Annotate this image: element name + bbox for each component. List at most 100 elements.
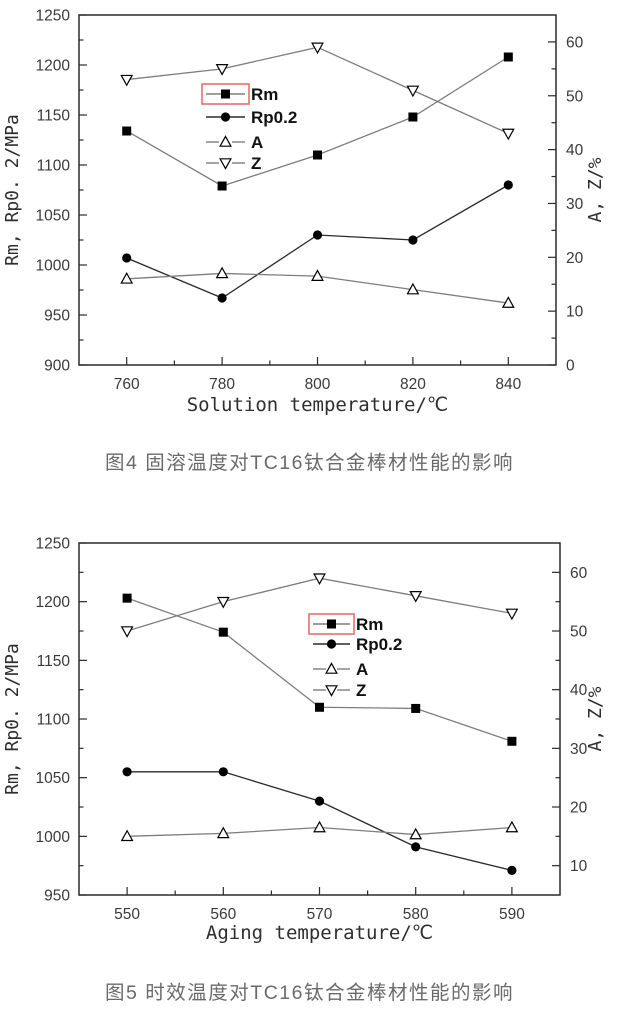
x-tick-label: 760 xyxy=(114,376,140,393)
y-left-tick-label: 950 xyxy=(44,888,70,905)
legend-label-a: A xyxy=(251,133,263,152)
marker-square xyxy=(315,702,324,712)
solution-temperature-chart: 760 780 800 820 8409009501000105011001150120… xyxy=(2,8,606,417)
marker-square xyxy=(411,703,421,713)
y-left-tick-label: 1000 xyxy=(36,829,71,846)
marker-triangle-down xyxy=(501,128,515,141)
marker-triangle-up xyxy=(215,266,229,279)
marker-triangle-up xyxy=(505,820,519,833)
marker-triangle-down xyxy=(215,64,229,76)
y-left-tick-label: 1100 xyxy=(37,712,71,729)
y-right-tick-label: 50 xyxy=(566,88,584,105)
marker-square xyxy=(313,150,322,160)
legend-label-z: Z xyxy=(356,681,366,700)
marker-triangle-down xyxy=(311,42,324,55)
y-left-tick-label: 950 xyxy=(44,308,70,325)
marker-triangle-up xyxy=(219,135,232,147)
series-line-z xyxy=(126,577,513,632)
marker-circle xyxy=(218,767,228,777)
y-right-axis-title: A, Z/% xyxy=(585,157,606,222)
x-axis-title: Solution temperature/℃ xyxy=(187,394,449,416)
marker-triangle-up xyxy=(325,662,338,674)
y-right-tick-label: 20 xyxy=(566,250,584,267)
x-tick-label: 820 xyxy=(400,376,426,393)
marker-circle xyxy=(312,230,323,240)
marker-square xyxy=(327,619,336,629)
marker-circle xyxy=(503,180,513,190)
marker-triangle-up xyxy=(311,269,324,281)
series-line-rm xyxy=(126,597,513,742)
y-left-tick-label: 1200 xyxy=(36,594,71,611)
marker-circle xyxy=(122,767,132,777)
series-line-z xyxy=(126,46,509,135)
marker-square xyxy=(507,736,517,746)
marker-triangle-down xyxy=(325,685,338,697)
marker-triangle-up xyxy=(120,272,134,284)
y-left-tick-label: 1250 xyxy=(36,8,71,25)
y-left-tick-label: 1150 xyxy=(37,108,71,125)
figure-5-caption: 图5 时效温度对TC16钛合金棒材性能的影响 xyxy=(105,982,514,1004)
plot-frame xyxy=(78,542,561,896)
marker-triangle-down xyxy=(216,596,230,609)
marker-square xyxy=(218,627,228,637)
marker-triangle-up xyxy=(313,820,326,833)
legend-label-rm: Rm xyxy=(251,85,278,104)
marker-square xyxy=(503,52,513,62)
series-line-rm xyxy=(126,56,509,187)
y-right-tick-label: 30 xyxy=(570,741,588,758)
marker-triangle-down xyxy=(219,158,232,170)
marker-triangle-down xyxy=(313,573,326,586)
legend-label-a: A xyxy=(356,660,368,679)
y-left-tick-label: 900 xyxy=(44,358,70,375)
x-tick-label: 800 xyxy=(305,376,331,393)
y-left-tick-label: 1150 xyxy=(37,653,71,670)
marker-square xyxy=(122,593,132,603)
aging-temperature-chart: 550 560 570 580 590 950 1000 1050 1100 1150 1200 12… xyxy=(2,536,606,945)
legend-label-rm: Rm xyxy=(356,615,383,634)
marker-triangle-up xyxy=(501,296,515,308)
x-tick-label: 580 xyxy=(403,906,429,923)
marker-square xyxy=(408,112,418,122)
y-left-tick-label: 1050 xyxy=(36,770,71,787)
marker-square xyxy=(221,89,230,99)
legend-highlight-box xyxy=(201,83,250,105)
marker-triangle-up xyxy=(120,829,134,842)
marker-triangle-up xyxy=(409,827,423,840)
y-right-tick-label: 10 xyxy=(570,858,588,875)
y-left-tick-label: 1100 xyxy=(37,158,71,175)
marker-triangle-down xyxy=(120,74,134,87)
x-tick-label: 560 xyxy=(210,906,236,923)
y-left-axis-title: Rm, Rp0. 2/MPa xyxy=(2,114,23,266)
legend-highlight-box xyxy=(308,613,355,635)
y-right-tick-label: 60 xyxy=(570,565,588,582)
y-right-tick-label: 60 xyxy=(566,34,584,51)
x-tick-label: 550 xyxy=(114,906,140,923)
marker-circle xyxy=(326,639,337,649)
y-right-tick-label: 40 xyxy=(570,682,588,699)
x-tick-label: 780 xyxy=(209,376,235,393)
x-tick-label: 840 xyxy=(495,376,521,393)
marker-circle xyxy=(411,842,421,852)
marker-triangle-down xyxy=(120,626,134,638)
x-tick-label: 570 xyxy=(307,906,333,923)
legend-label-rp02: Rp0.2 xyxy=(356,635,402,654)
legend-label-rp02: Rp0.2 xyxy=(251,108,297,127)
series-line-rp02 xyxy=(126,184,509,299)
y-right-axis-title: A, Z/% xyxy=(585,686,606,751)
x-axis-title: Aging temperature/℃ xyxy=(206,922,433,944)
y-left-tick-label: 1050 xyxy=(36,208,71,225)
marker-circle xyxy=(220,112,231,122)
y-left-tick-label: 1250 xyxy=(36,536,71,553)
y-left-axis-title: Rm, Rp0. 2/MPa xyxy=(2,643,23,795)
y-left-tick-label: 1200 xyxy=(36,58,71,75)
y-left-tick-label: 1000 xyxy=(36,258,71,275)
marker-triangle-down xyxy=(409,591,423,603)
y-right-tick-label: 30 xyxy=(566,196,584,213)
marker-circle xyxy=(217,293,227,303)
marker-triangle-up xyxy=(216,826,230,839)
x-tick-label: 590 xyxy=(499,906,525,923)
marker-triangle-down xyxy=(406,85,420,98)
y-right-tick-label: 10 xyxy=(566,304,584,321)
legend-label-z: Z xyxy=(251,154,261,173)
